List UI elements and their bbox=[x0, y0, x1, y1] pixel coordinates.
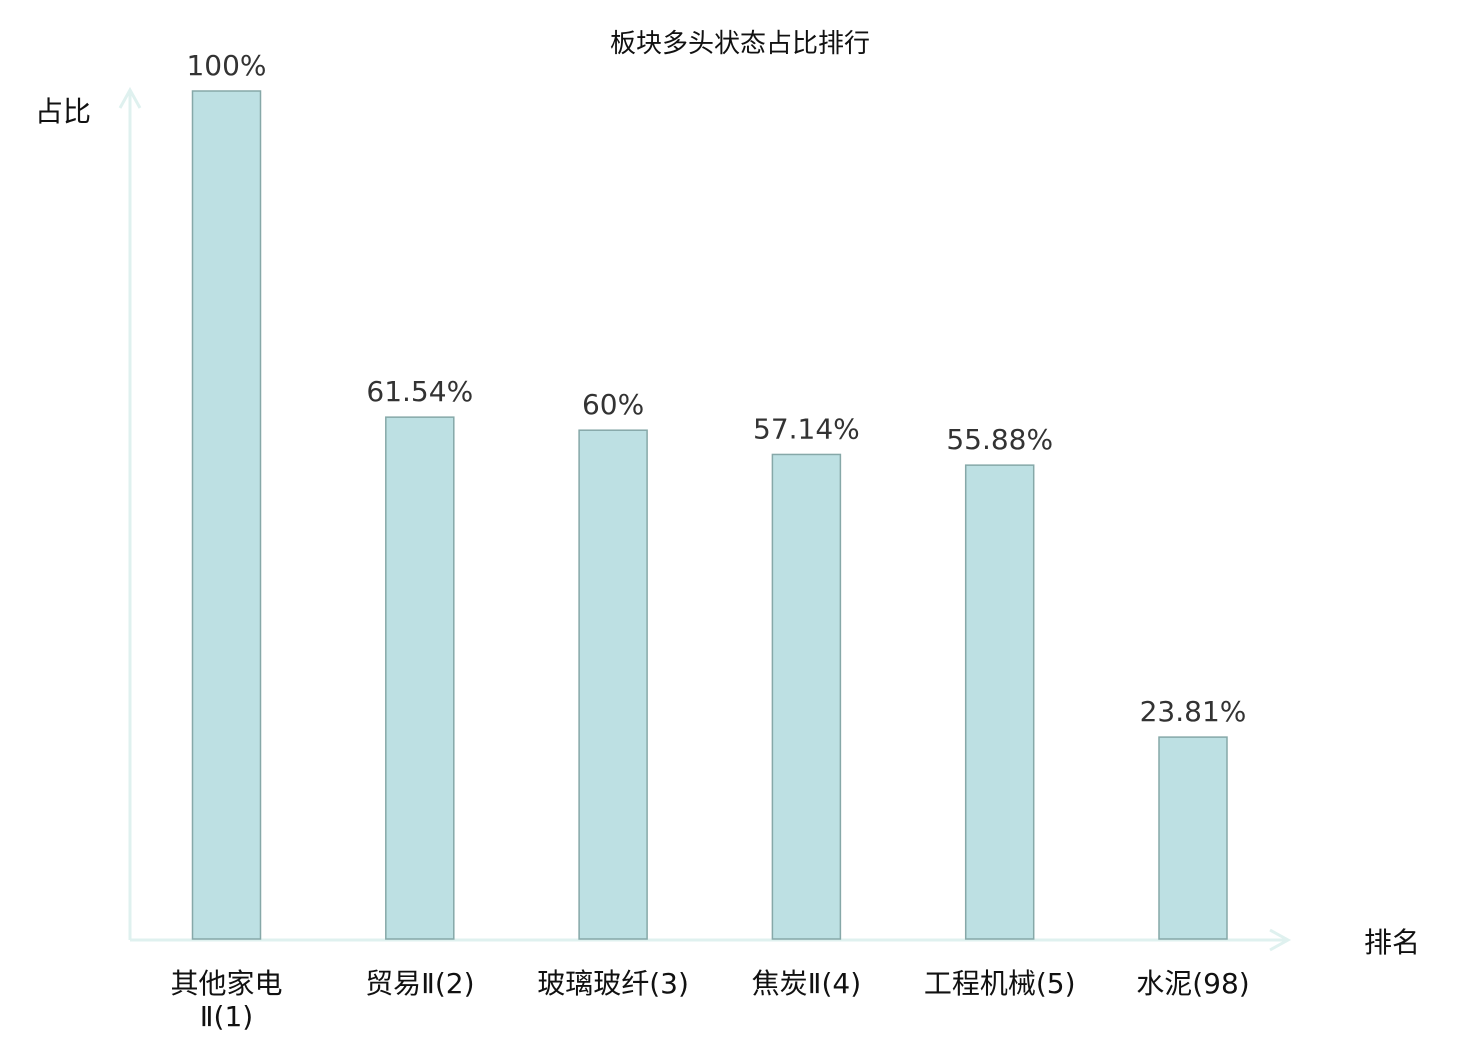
data-label: 61.54% bbox=[366, 375, 473, 408]
x-tick-label: 焦炭Ⅱ(4) bbox=[752, 967, 861, 1000]
x-tick-label: 贸易Ⅱ(2) bbox=[365, 967, 474, 1000]
axes bbox=[118, 86, 1292, 952]
bar bbox=[191, 90, 262, 940]
bar bbox=[964, 464, 1035, 940]
x-tick-label: 玻璃玻纤(3) bbox=[537, 967, 689, 1000]
data-label: 100% bbox=[186, 49, 266, 82]
x-axis-arrow bbox=[1269, 928, 1292, 952]
data-label: 60% bbox=[582, 388, 644, 421]
y-axis-arrow bbox=[118, 86, 142, 109]
bar bbox=[578, 429, 648, 940]
data-label: 23.81% bbox=[1140, 695, 1247, 728]
x-tick-label: 工程机械(5) bbox=[924, 967, 1076, 1000]
x-tick-label: 其他家电 bbox=[170, 967, 282, 1000]
bar bbox=[1158, 736, 1228, 940]
chart-title: 板块多头状态占比排行 bbox=[610, 29, 870, 59]
x-tick-label: 水泥(98) bbox=[1136, 967, 1249, 1000]
bar bbox=[771, 453, 842, 940]
x-tick-label: Ⅱ(1) bbox=[200, 1000, 253, 1033]
x-axis-label: 排名 bbox=[1364, 926, 1420, 959]
bar bbox=[385, 416, 455, 940]
y-axis-label: 占比 bbox=[35, 95, 91, 128]
data-label: 55.88% bbox=[946, 423, 1053, 456]
data-label: 57.14% bbox=[753, 412, 860, 445]
